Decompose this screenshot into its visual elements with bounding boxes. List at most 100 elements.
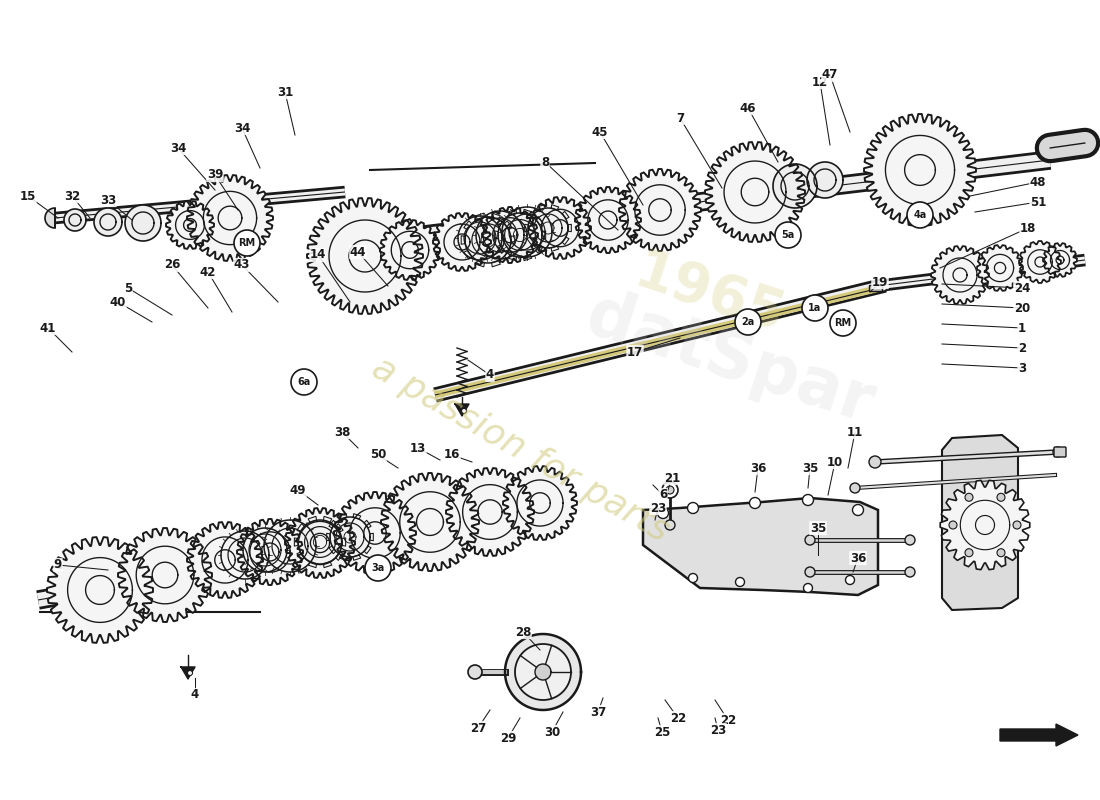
Polygon shape xyxy=(339,555,346,560)
Polygon shape xyxy=(323,562,332,568)
Polygon shape xyxy=(47,537,153,643)
Circle shape xyxy=(852,505,864,515)
Text: 7: 7 xyxy=(675,111,684,125)
Polygon shape xyxy=(353,514,361,519)
Polygon shape xyxy=(297,524,305,532)
Text: 20: 20 xyxy=(1014,302,1030,314)
Polygon shape xyxy=(381,473,478,571)
Circle shape xyxy=(234,230,260,256)
Polygon shape xyxy=(541,231,546,239)
Text: 5: 5 xyxy=(124,282,132,294)
Circle shape xyxy=(468,665,482,679)
Polygon shape xyxy=(307,198,424,314)
Polygon shape xyxy=(864,114,976,226)
Polygon shape xyxy=(336,524,343,532)
Polygon shape xyxy=(327,534,330,541)
Circle shape xyxy=(850,483,860,493)
Text: 35: 35 xyxy=(810,522,826,534)
Text: 38: 38 xyxy=(333,426,350,438)
Circle shape xyxy=(736,578,745,586)
Polygon shape xyxy=(94,208,122,236)
Polygon shape xyxy=(1043,243,1077,277)
Polygon shape xyxy=(295,538,298,546)
Text: 16: 16 xyxy=(443,449,460,462)
Text: 31: 31 xyxy=(277,86,293,98)
Polygon shape xyxy=(504,250,513,259)
FancyBboxPatch shape xyxy=(869,286,882,291)
Circle shape xyxy=(365,555,390,581)
Polygon shape xyxy=(336,552,343,560)
Polygon shape xyxy=(537,246,544,251)
Text: 22: 22 xyxy=(719,714,736,726)
Polygon shape xyxy=(492,261,500,267)
FancyArrow shape xyxy=(1000,724,1078,746)
Polygon shape xyxy=(498,213,542,257)
Polygon shape xyxy=(370,534,373,541)
Polygon shape xyxy=(931,246,989,304)
Polygon shape xyxy=(494,231,498,239)
Text: 2a: 2a xyxy=(741,317,755,327)
Polygon shape xyxy=(536,245,543,254)
Polygon shape xyxy=(455,404,469,416)
Polygon shape xyxy=(497,245,505,254)
Text: 36: 36 xyxy=(750,462,767,474)
Polygon shape xyxy=(525,224,528,232)
Text: 22: 22 xyxy=(670,711,686,725)
Text: 15: 15 xyxy=(20,190,36,202)
Polygon shape xyxy=(464,250,472,259)
Text: 43: 43 xyxy=(234,258,250,271)
Polygon shape xyxy=(524,254,531,261)
Polygon shape xyxy=(330,517,370,557)
Text: 28: 28 xyxy=(515,626,531,638)
Circle shape xyxy=(965,494,974,502)
Circle shape xyxy=(1053,447,1063,457)
Text: 45: 45 xyxy=(592,126,608,138)
Text: 44: 44 xyxy=(350,246,366,258)
Text: 23: 23 xyxy=(710,723,726,737)
Text: 9: 9 xyxy=(54,558,62,571)
Text: 32: 32 xyxy=(64,190,80,202)
Polygon shape xyxy=(166,201,214,249)
Polygon shape xyxy=(475,213,484,219)
Circle shape xyxy=(666,486,674,494)
Text: 40: 40 xyxy=(110,295,126,309)
Circle shape xyxy=(830,310,856,336)
Polygon shape xyxy=(568,224,571,232)
Text: 29: 29 xyxy=(499,731,516,745)
Polygon shape xyxy=(339,514,346,519)
FancyBboxPatch shape xyxy=(1054,447,1066,457)
Circle shape xyxy=(805,535,815,545)
Polygon shape xyxy=(510,236,515,244)
Polygon shape xyxy=(551,246,559,251)
Polygon shape xyxy=(482,207,538,263)
Circle shape xyxy=(965,549,974,557)
Text: 21: 21 xyxy=(664,471,680,485)
Text: 27: 27 xyxy=(470,722,486,734)
Polygon shape xyxy=(342,538,345,546)
Text: 3: 3 xyxy=(1018,362,1026,374)
Polygon shape xyxy=(497,217,505,225)
Circle shape xyxy=(1013,521,1021,529)
Circle shape xyxy=(462,409,466,414)
Polygon shape xyxy=(524,210,531,215)
Text: 13: 13 xyxy=(410,442,426,454)
Text: 6: 6 xyxy=(659,489,667,502)
Circle shape xyxy=(735,309,761,335)
Polygon shape xyxy=(503,466,578,540)
Polygon shape xyxy=(536,217,543,225)
Polygon shape xyxy=(1019,241,1060,283)
Circle shape xyxy=(997,494,1005,502)
Polygon shape xyxy=(537,205,544,210)
Polygon shape xyxy=(187,522,263,598)
Text: 1965: 1965 xyxy=(628,246,792,345)
Circle shape xyxy=(908,202,933,228)
Circle shape xyxy=(805,567,815,577)
Polygon shape xyxy=(644,498,878,595)
Polygon shape xyxy=(308,516,317,522)
Text: 2: 2 xyxy=(1018,342,1026,354)
Circle shape xyxy=(905,535,915,545)
Polygon shape xyxy=(551,205,559,210)
Text: 34: 34 xyxy=(234,122,250,134)
Text: 48: 48 xyxy=(1030,175,1046,189)
Polygon shape xyxy=(187,175,273,261)
